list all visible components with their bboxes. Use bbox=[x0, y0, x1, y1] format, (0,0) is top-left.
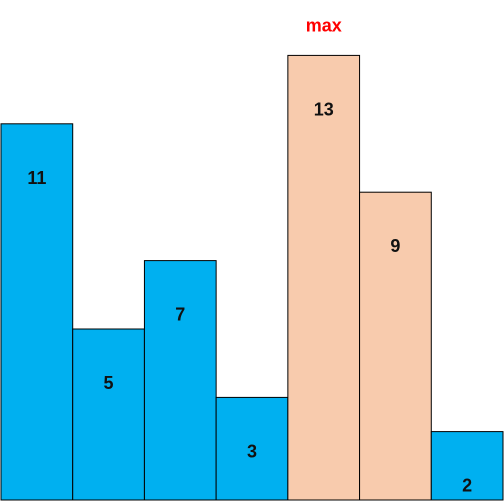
max-annotation: max bbox=[306, 15, 342, 35]
bar-value-label-0: 11 bbox=[27, 168, 46, 188]
data-labels-group: 11 5 7 3 13 9 2 bbox=[27, 99, 472, 495]
bar-3 bbox=[215, 396, 289, 501]
bar-value-label-1: 5 bbox=[104, 373, 114, 393]
bar-2 bbox=[143, 260, 217, 501]
bar-value-label-3: 3 bbox=[247, 441, 257, 461]
bar-0 bbox=[0, 123, 74, 501]
bar-1 bbox=[72, 328, 145, 501]
bar-4 bbox=[287, 54, 361, 501]
bar-value-label-5: 9 bbox=[390, 236, 400, 256]
bar-value-label-2: 7 bbox=[175, 305, 185, 325]
bar-value-label-4: 13 bbox=[314, 99, 334, 119]
bar-5 bbox=[359, 191, 432, 501]
bar-6 bbox=[430, 431, 504, 501]
bar-value-label-6: 2 bbox=[462, 476, 472, 496]
bars-group bbox=[0, 54, 504, 501]
